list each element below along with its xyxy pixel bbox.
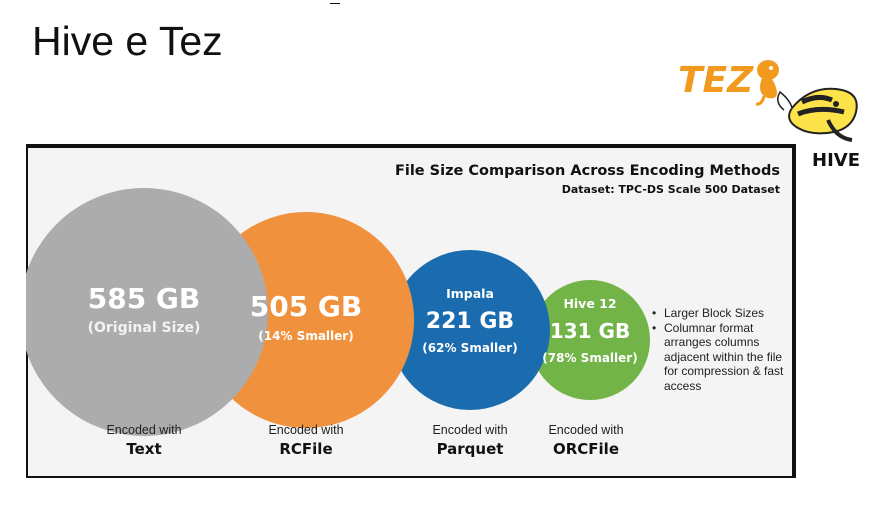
bubble-rcfile-note: (14% Smaller) bbox=[258, 329, 353, 343]
bubble-parquet-note: (62% Smaller) bbox=[422, 341, 517, 355]
caption-orcfile-top: Encoded with bbox=[548, 423, 623, 437]
caption-text-top: Encoded with bbox=[106, 423, 181, 437]
bubble-chart: 585 GB (Original Size) Encoded with Text 505… bbox=[26, 188, 650, 458]
bullet-list: Larger Block Sizes Columnar format arran… bbox=[652, 306, 792, 394]
tez-logo-text: TEZ bbox=[678, 60, 754, 101]
hive-logo: HIVE bbox=[777, 87, 860, 171]
tez-ostrich-icon bbox=[755, 60, 779, 106]
bullet-item: Columnar format arranges columns adjacen… bbox=[652, 321, 792, 394]
bullet-item: Larger Block Sizes bbox=[652, 306, 792, 321]
bubble-parquet-label: Impala bbox=[446, 286, 494, 301]
bubble-orcfile-note: (78% Smaller) bbox=[542, 351, 637, 365]
chart-subtitle: Dataset: TPC-DS Scale 500 Dataset bbox=[561, 183, 780, 196]
bubble-parquet bbox=[390, 250, 550, 410]
caption-text-format: Text bbox=[126, 440, 161, 458]
bubble-orcfile-value: 131 GB bbox=[550, 319, 630, 343]
tez-logo: TEZ bbox=[678, 60, 779, 106]
bubble-text-value: 585 GB bbox=[88, 282, 201, 315]
chart-title: File Size Comparison Across Encoding Met… bbox=[394, 163, 780, 179]
hive-logo-text: HIVE bbox=[812, 150, 860, 171]
caption-parquet-format: Parquet bbox=[437, 440, 504, 458]
bubble-orcfile-label: Hive 12 bbox=[563, 296, 616, 311]
bubble-orcfile bbox=[530, 280, 650, 400]
bubble-text bbox=[26, 188, 268, 436]
caption-rcfile-top: Encoded with bbox=[268, 423, 343, 437]
bubble-rcfile-value: 505 GB bbox=[250, 290, 363, 323]
caption-orcfile-format: ORCFile bbox=[553, 440, 619, 458]
caption-parquet-top: Encoded with bbox=[432, 423, 507, 437]
cropped-top-text bbox=[330, 0, 660, 4]
bubble-parquet-value: 221 GB bbox=[426, 309, 514, 334]
hive-bee-elephant-icon bbox=[777, 87, 858, 142]
bubble-text-note: (Original Size) bbox=[88, 320, 201, 336]
caption-rcfile-format: RCFile bbox=[279, 440, 332, 458]
slide-title: Hive e Tez bbox=[32, 18, 223, 64]
